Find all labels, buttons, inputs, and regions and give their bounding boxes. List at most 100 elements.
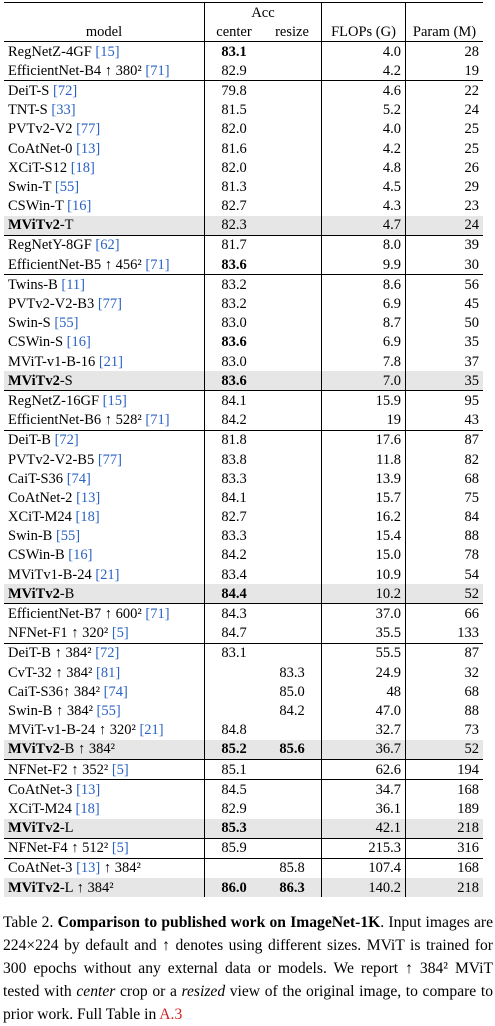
table-row: NFNet-F4 ↑ 512² [5] 85.9 215.3 316 [4, 837, 483, 859]
params-cell: 45 [405, 294, 483, 314]
center-cell: 83.3 [221, 470, 247, 487]
center-cell: 83.0 [221, 315, 247, 332]
model-cell: MViTv2-S [4, 371, 205, 391]
flops-cell: 140.2 [321, 878, 406, 898]
params-cell: 82 [405, 449, 483, 470]
caption-text: view of the original image, to compare t… [3, 983, 493, 1023]
flops-cell: 48 [321, 682, 406, 702]
model-cell: EfficientNet-B7 ↑ 600² [71] [4, 603, 205, 624]
resize-cell [263, 41, 322, 62]
flops-cell: 4.0 [321, 41, 406, 62]
params-cell: 88 [405, 526, 483, 546]
model-cell: CSWin-B [16] [4, 545, 205, 566]
table-row: CvT-32 ↑ 384² [81] 83.3 24.9 32 [4, 663, 483, 683]
model-name: MViT-v1-B-16 [8, 353, 96, 370]
center-cell: 83.1 [204, 41, 263, 62]
center-cell: 82.9 [221, 800, 247, 817]
model-variant: -L ↑ 384² [59, 879, 114, 896]
params-cell: 87 [405, 429, 483, 450]
citation: [55] [96, 702, 121, 719]
table-row: Swin-B [55] 83.3 15.4 88 [4, 526, 483, 546]
params-cell: 25 [405, 119, 483, 139]
table-row: MViTv2-B ↑ 384² 85.2 85.6 36.7 52 [4, 739, 483, 760]
resize-cell [263, 120, 322, 139]
resize-cell [263, 215, 322, 236]
citation: [21] [139, 722, 164, 739]
flops-cell: 34.7 [321, 779, 406, 800]
resize-cell [263, 61, 322, 81]
params-cell: 26 [405, 158, 483, 178]
model-name: XCiT-M24 [8, 509, 72, 526]
table-row: CoAtNet-0 [13] 81.6 4.2 25 [4, 138, 483, 159]
table-row: CaiT-S36↑ 384² [74] 85.0 48 68 [4, 682, 483, 702]
table-header: Acc model center resize FLOPs (G) Param … [4, 2, 483, 42]
flops-cell: 4.2 [321, 138, 406, 159]
flops-cell: 15.9 [321, 390, 406, 411]
model-cell: CvT-32 ↑ 384² [81] [4, 663, 205, 683]
center-cell [204, 857, 263, 879]
citation: [72] [52, 82, 78, 99]
model-cell: EfficientNet-B5 ↑ 456² [71] [4, 255, 205, 275]
center-cell: 82.0 [221, 159, 247, 176]
citation: [21] [95, 566, 120, 583]
model-name: NFNet-F2 ↑ 352² [8, 761, 109, 778]
header-params: Param (M) [405, 22, 483, 42]
citation: [21] [98, 353, 124, 370]
model-variant: -S [59, 372, 73, 389]
center-cell: 82.9 [221, 62, 247, 79]
center-cell: 84.3 [204, 603, 263, 624]
resize-cell [263, 158, 322, 177]
resize-cell [263, 255, 322, 275]
citation: [15] [95, 43, 120, 60]
center-cell: 81.5 [221, 102, 247, 119]
model-cell: CaiT-S36 [74] [4, 469, 205, 489]
table-row: MViTv1-B-24 [21] 83.4 10.9 54 [4, 565, 483, 585]
center-cell: 83.0 [221, 353, 247, 370]
flops-cell: 15.7 [321, 488, 406, 508]
resize-cell [263, 546, 322, 565]
model-cell: DeiT-S [72] [4, 80, 205, 101]
resize-cell [263, 352, 322, 371]
resize-cell: 86.3 [263, 878, 322, 898]
citation: [11] [61, 276, 85, 293]
table-row: CSWin-S [16] 83.6 6.9 35 [4, 332, 483, 352]
model-cell: XCiT-S12 [18] [4, 158, 205, 178]
header-flops: FLOPs (G) [321, 22, 406, 42]
flops-cell: 17.6 [321, 429, 406, 450]
flops-cell: 4.0 [321, 119, 406, 139]
center-cell [205, 682, 264, 701]
model-name: Swin-T [8, 178, 52, 195]
flops-cell: 15.0 [321, 545, 406, 566]
params-cell: 75 [405, 488, 483, 508]
model-name: NFNet-F1 ↑ 320² [8, 625, 109, 642]
table-row: CSWin-T [16] 82.7 4.3 23 [4, 196, 483, 216]
citation: [18] [70, 159, 95, 176]
model-name: MViTv2 [8, 585, 60, 602]
resize-cell: 83.3 [279, 664, 305, 681]
center-cell: 82.7 [221, 509, 247, 526]
table-row: MViTv2-S 83.6 7.0 35 [4, 371, 483, 391]
resize-cell [263, 80, 322, 101]
model-name: RegNetZ-16GF [8, 392, 100, 409]
center-cell: 83.8 [221, 451, 247, 468]
table-row: EfficientNet-B4 ↑ 380² [71] 82.9 4.2 19 [4, 61, 483, 81]
params-cell: 56 [405, 274, 483, 295]
citation: [71] [145, 62, 170, 79]
center-cell: 81.7 [204, 234, 263, 256]
flops-cell: 4.5 [321, 177, 406, 197]
model-cell: CoAtNet-3 [13] [4, 779, 205, 800]
center-cell: 83.1 [204, 642, 263, 663]
resize-cell [263, 371, 322, 391]
table-row: PVTv2-V2-B5 [77] 83.8 11.8 82 [4, 449, 483, 470]
citation: [55] [54, 315, 79, 332]
resize-cell [263, 411, 322, 431]
citation: [77] [76, 121, 101, 138]
flops-cell: 4.7 [321, 215, 406, 236]
model-cell: XCiT-M24 [18] [4, 507, 205, 527]
citation: [5] [111, 761, 129, 778]
flops-cell: 13.9 [321, 469, 406, 489]
table-row: RegNetZ-16GF [15] 84.1 15.9 95 [4, 390, 483, 411]
table-row: RegNetZ-4GF [15] 83.1 4.0 28 [4, 41, 483, 62]
table-row: NFNet-F1 ↑ 320² [5] 84.7 35.5 133 [4, 623, 483, 644]
model-variant: -B ↑ 384² [59, 741, 115, 758]
